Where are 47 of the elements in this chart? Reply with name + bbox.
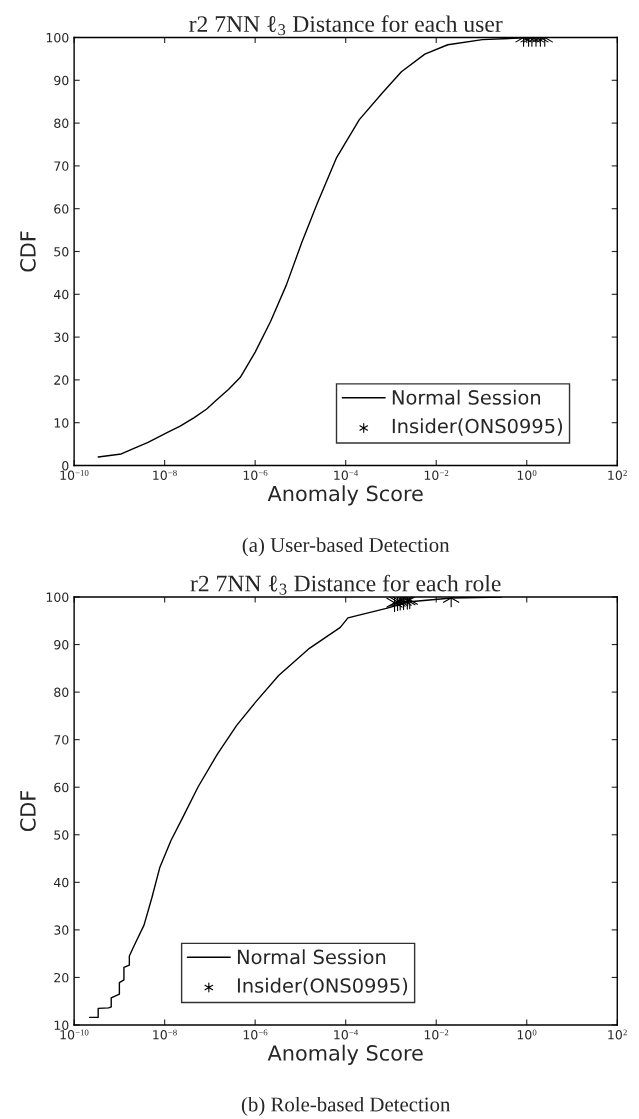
y-tick-label: 40 — [53, 877, 69, 888]
y-tick-label: 20 — [54, 375, 69, 385]
x-tick-label: 10$^{0}$ — [517, 469, 537, 480]
y-tick-label: 90 — [54, 75, 69, 86]
x-tick-label: 10$^{2}$ — [608, 469, 627, 480]
x-tick-label: 10$^{−6}$ — [243, 469, 268, 480]
y-tick-label: 100 — [46, 592, 69, 602]
x-tick-label: 10$^{−10}$ — [60, 469, 89, 480]
legend-label: Insider(ONS0995) — [392, 418, 563, 436]
x-tick-label: 10$^{−8}$ — [153, 469, 177, 480]
chart-title: r2 7NN ℓ$_{3}$ Distance for each role — [190, 574, 501, 595]
y-axis-title: CDF — [20, 790, 36, 832]
y-tick-label: 10 — [54, 418, 69, 428]
y-tick-label: 80 — [54, 687, 69, 698]
y-tick-label: 20 — [54, 972, 69, 983]
y-tick-label: 60 — [54, 782, 69, 793]
y-tick-label: 0 — [62, 460, 69, 471]
legend-label: Insider(ONS0995) — [237, 977, 408, 996]
x-tick-label: 10$^{−10}$ — [60, 1029, 89, 1040]
y-tick-label: 90 — [54, 640, 69, 650]
x-tick-label: 10$^{−2}$ — [424, 1029, 449, 1040]
x-tick-label: 10$^{−8}$ — [153, 1029, 177, 1040]
y-tick-label: 50 — [54, 246, 69, 257]
y-tick-label: 40 — [53, 289, 69, 300]
x-axis-title: Anomaly Score — [267, 1044, 423, 1065]
y-tick-label: 100 — [46, 32, 69, 43]
y-tick-label: 30 — [54, 925, 69, 935]
x-tick-label: 10$^{2}$ — [608, 1029, 627, 1040]
y-tick-label: 10 — [54, 1020, 69, 1030]
y-tick-label: 50 — [54, 830, 69, 840]
text: (b) Role-based Detection — [241, 1096, 451, 1116]
y-tick-label: 70 — [54, 161, 69, 171]
y-tick-label: 60 — [54, 204, 69, 214]
y-tick-label: 80 — [54, 118, 69, 129]
legend-label: Normal Session — [237, 949, 386, 965]
x-tick-label: 10$^{−4}$ — [334, 1029, 359, 1040]
x-axis-title: Anomaly Score — [267, 485, 423, 506]
y-axis-title: CDF — [20, 231, 36, 272]
legend-label: Normal Session — [392, 389, 541, 405]
y-tick-label: 70 — [54, 735, 69, 745]
x-tick-label: 10$^{−2}$ — [424, 469, 449, 480]
text: (a) User-based Detection — [242, 537, 450, 557]
chart-title: r2 7NN ℓ$_{3}$ Distance for each user — [189, 15, 503, 36]
x-tick-label: 10$^{−4}$ — [334, 469, 359, 480]
x-tick-label: 10$^{0}$ — [517, 1029, 537, 1040]
x-tick-label: 10$^{−6}$ — [243, 1029, 268, 1040]
y-tick-label: 30 — [54, 332, 69, 343]
